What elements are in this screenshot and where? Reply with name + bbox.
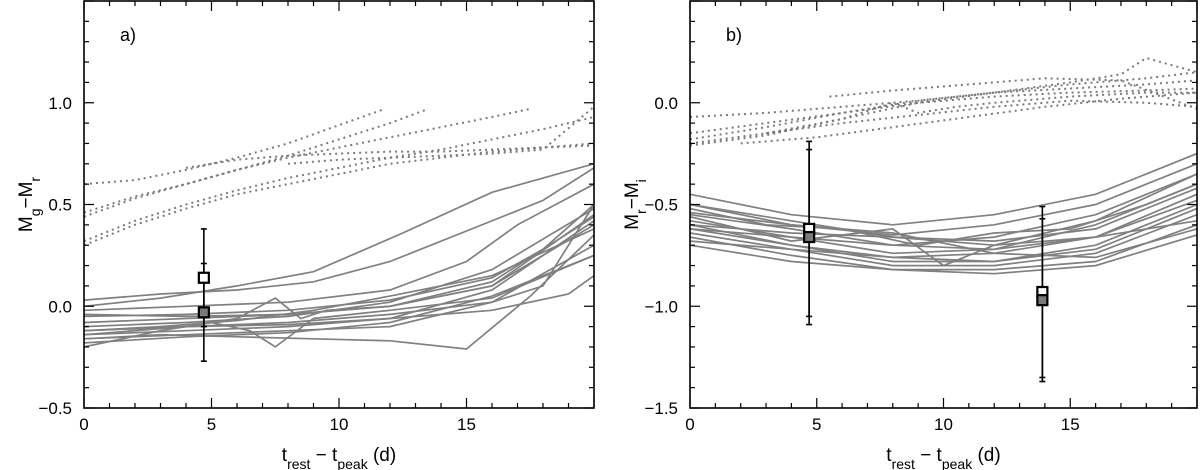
panel-b-xtick-label: 10 [934, 415, 953, 434]
panel-a-xtick-label: 10 [330, 415, 349, 434]
panel-b-dotted-series-7 [829, 77, 1197, 110]
panel-a-xtick-label: 0 [79, 415, 88, 434]
panel-a-xlabel-end: (d) [368, 445, 397, 466]
panel-b-solid-series-2 [690, 163, 1197, 236]
panel-b-xtick-label: 0 [685, 415, 694, 434]
panel-b-ylabel-sub2: i [633, 179, 649, 182]
panel-b-solid-series-6 [690, 203, 1197, 263]
panel-a-solid-series-9 [84, 244, 594, 340]
panel-a-solid-series-14 [84, 215, 594, 332]
panel-b-solid-series-1 [690, 152, 1197, 226]
panel-a-xtick-label: 5 [207, 415, 216, 434]
panel-b-solid-series-16 [690, 211, 1197, 259]
panel-b-ylabel-sub1: r [633, 209, 649, 214]
panel-a-xlabel-sub-rest: rest [287, 456, 310, 470]
panel-b-solid-series-13 [690, 199, 1197, 251]
panel-a-dotted-series-6 [185, 144, 594, 169]
panel-b-solid-series-4 [690, 183, 1197, 255]
panel-b-solid-series-8 [690, 224, 1197, 271]
panel-a-ytick-label: 0.0 [48, 297, 72, 316]
panel-a-solid-series-2 [84, 162, 594, 308]
panel-a-dotted-series-2 [84, 107, 429, 214]
panel-a-ytick-label: 1.0 [48, 94, 72, 113]
panel-b-xlabel-t: t [886, 445, 892, 466]
panel-b-solid-series-14 [690, 207, 1197, 263]
panel-b-ytick-label: −0.5 [644, 196, 678, 215]
panel-b-data-layer [690, 56, 1197, 275]
panel-b-ytick-label: −1.5 [644, 399, 678, 418]
panel-b-ytick-label: −1.0 [644, 297, 678, 316]
panel-a-solid-series-7 [84, 228, 594, 332]
panel-a-chart: 0 5 10 15 −0.5 0.0 0.5 1.0 a) trest − tpeak (d) Mg… [16, 0, 595, 470]
panel-a-xlabel-mid: − t [310, 445, 338, 466]
panel-b-xlabel-sub-rest: rest [892, 456, 915, 470]
panel-b-dotted-series-4 [690, 87, 1197, 135]
panel-b-dotted-series-3 [690, 79, 1197, 141]
panel-b-dotted-series-6 [740, 91, 1197, 145]
panel-a-ylabel-sub2: r [27, 177, 43, 182]
panel-b-marker-filled-4 [1036, 294, 1049, 307]
panel-b-chart: 0 5 10 15 −1.5 −1.0 −0.5 0.0 b) trest − tpeak (d)… [622, 0, 1198, 470]
panel-a-dotted-series-4 [84, 116, 594, 243]
panel-a-x-axis-title: trest − tpeak (d) [282, 445, 396, 470]
panel-b-dotted-series-1 [690, 71, 1197, 118]
panel-a-dotted-series-7 [287, 106, 594, 165]
panel-b-dotted-series-5 [690, 91, 1197, 147]
panel-b-ylabel-sep: −M [622, 182, 643, 209]
panel-a-marker-open-1 [197, 271, 210, 284]
panel-b-xlabel-sub-peak: peak [942, 456, 973, 470]
panel-a-label: a) [120, 25, 136, 45]
panel-a-ylabel-sub1: g [27, 208, 43, 216]
panel-b-solid-series-9 [690, 234, 1197, 275]
panel-b-x-axis-title: trest − tpeak (d) [886, 445, 1000, 470]
panel-a-ylabel-sep: −M [16, 182, 37, 209]
panel-a-data-layer [84, 106, 594, 350]
panel-a-axes-frame [83, 0, 595, 409]
panel-b-xtick-label: 15 [1061, 415, 1080, 434]
panel-a-solid-series-1 [84, 167, 594, 301]
panel-b-dotted-series-2 [690, 56, 1197, 145]
panel-a-xlabel-t: t [282, 445, 288, 466]
panel-b-xtick-label: 5 [812, 415, 821, 434]
panel-a-solid-series-10 [84, 254, 594, 344]
panel-a-ytick-label: −0.5 [38, 399, 72, 418]
panel-b-dotted-series-8 [765, 99, 1197, 135]
panel-b-ylabel-m1: M [622, 214, 643, 230]
panel-a-solid-series-8 [84, 220, 594, 336]
panel-b-solid-series-15 [690, 203, 1197, 247]
panel-a-solid-series-3 [84, 183, 594, 312]
panel-b-solid-series-11 [690, 173, 1197, 267]
panel-a-ylabel-m1: M [16, 216, 37, 232]
panel-a-y-axis-title: Mg−Mr [16, 177, 43, 233]
panel-a-solid-series-15 [84, 275, 594, 332]
panel-b-marker-filled-2 [803, 230, 816, 244]
panel-a-xlabel-sub-peak: peak [337, 456, 368, 470]
panel-a-dotted-series-5 [84, 142, 594, 247]
panel-a-solid-series-13 [84, 254, 594, 348]
panel-a-marker-filled-2 [197, 306, 210, 319]
panel-b-xlabel-end: (d) [972, 445, 1001, 466]
panel-a-xtick-label: 15 [457, 415, 476, 434]
panel-b-xlabel-mid: − t [915, 445, 943, 466]
panel-b-y-axis-title: Mr−Mi [622, 179, 649, 230]
panel-b-label: b) [726, 25, 742, 45]
panel-b-ytick-label: 0.0 [654, 94, 678, 113]
panel-a-solid-series-16 [84, 224, 594, 318]
panel-b-solid-series-12 [690, 187, 1197, 242]
panel-a-ytick-label: 0.5 [48, 196, 72, 215]
